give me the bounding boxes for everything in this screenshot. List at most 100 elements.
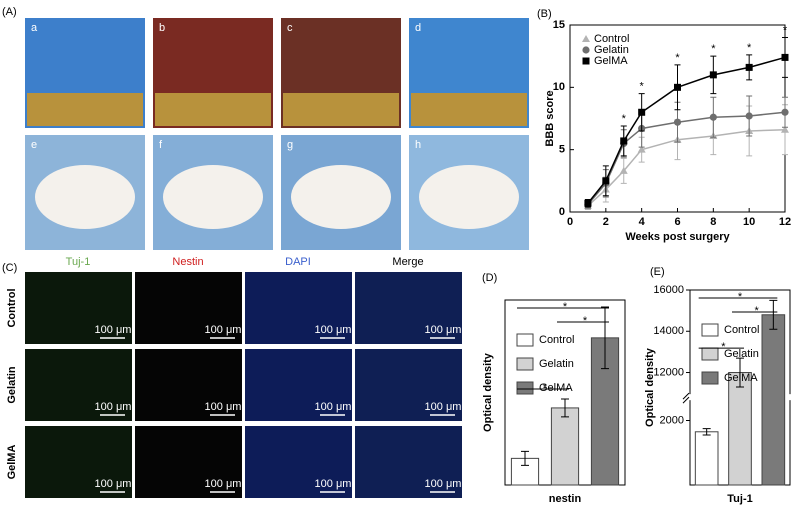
- micrograph: [135, 272, 242, 344]
- micrograph: [245, 349, 352, 421]
- series-line: [587, 128, 786, 207]
- legend-label: Gelatin: [539, 358, 574, 370]
- marker: [781, 125, 789, 133]
- error-bar: [601, 306, 609, 370]
- scale-label: 100 μm: [205, 478, 242, 490]
- marker: [709, 71, 717, 79]
- legend-label: Control: [724, 324, 759, 336]
- legend-label: Control: [539, 334, 574, 346]
- marker: [582, 35, 590, 42]
- legend-swatch: [701, 323, 719, 337]
- x-tick-label: 10: [743, 216, 755, 228]
- bar: [694, 431, 719, 486]
- legend-label: Gelatin: [724, 348, 759, 360]
- marker: [637, 145, 646, 153]
- significance-mark: *: [747, 42, 752, 54]
- error-bar: [702, 428, 711, 436]
- x-tick-label: 12: [779, 216, 791, 228]
- marker: [709, 113, 717, 121]
- x-tick-label: 8: [710, 216, 716, 228]
- photo-label: d: [415, 22, 421, 34]
- legend-swatch: [516, 333, 534, 347]
- marker: [602, 177, 610, 185]
- marker: [673, 118, 682, 126]
- y-tick-label: 16000: [653, 284, 684, 296]
- axis-break-mark: [682, 392, 690, 404]
- legend-label: GelMA: [724, 372, 758, 384]
- error-bar: [521, 450, 529, 466]
- scale-label: 100 μm: [205, 401, 242, 413]
- rat: [163, 165, 263, 229]
- column-header: Merge: [392, 256, 423, 268]
- photo-label: g: [287, 139, 293, 151]
- rat: [419, 165, 519, 229]
- photo-label: f: [159, 139, 163, 151]
- y-axis-label: Optical density: [644, 347, 656, 427]
- y-tick-label: 2000: [660, 414, 684, 426]
- photo-label: b: [159, 22, 165, 34]
- significance-mark: *: [543, 382, 548, 394]
- significance-mark: *: [622, 113, 627, 125]
- ruler: [411, 93, 527, 126]
- scale-label: 100 μm: [315, 324, 352, 336]
- legend-swatch: [701, 371, 719, 385]
- x-tick-label: 4: [639, 216, 646, 228]
- marker: [582, 57, 590, 65]
- x-tick-label: 0: [567, 216, 573, 228]
- ruler: [27, 93, 143, 126]
- series-line: [587, 111, 786, 206]
- row-label: Gelatin: [6, 366, 18, 404]
- scale-label: 100 μm: [95, 401, 132, 413]
- significance-mark: *: [755, 305, 760, 317]
- micrograph: [25, 349, 132, 421]
- y-tick-label: 12000: [653, 366, 684, 378]
- micrograph: [245, 426, 352, 498]
- row-label: Control: [6, 288, 18, 327]
- photo-label: e: [31, 139, 37, 151]
- micrograph: [25, 426, 132, 498]
- series-line: [587, 56, 786, 204]
- marker: [781, 108, 789, 116]
- significance-mark: *: [563, 301, 568, 313]
- legend-swatch: [516, 357, 534, 371]
- column-header: DAPI: [285, 256, 311, 268]
- photo-label: a: [31, 22, 38, 34]
- x-axis-label: Tuj-1: [727, 493, 752, 505]
- significance-mark: *: [583, 315, 588, 327]
- column-header: Tuj-1: [66, 256, 91, 268]
- x-tick-label: 2: [603, 216, 609, 228]
- panel-label: (C): [2, 262, 17, 274]
- micrograph: [355, 426, 462, 498]
- y-tick-label: 0: [559, 206, 565, 218]
- panel-label: (E): [650, 266, 665, 278]
- ruler: [155, 93, 271, 126]
- marker: [582, 46, 590, 54]
- error-bar: [561, 398, 569, 418]
- micrograph: [355, 349, 462, 421]
- micrograph: [245, 272, 352, 344]
- scale-label: 100 μm: [205, 324, 242, 336]
- scale-label: 100 μm: [425, 401, 462, 413]
- significance-mark: *: [783, 24, 788, 36]
- marker: [745, 63, 753, 71]
- legend-swatch: [516, 381, 534, 395]
- y-tick-label: 10: [553, 81, 565, 93]
- legend-swatch: [701, 347, 719, 361]
- legend-label: Control: [594, 33, 629, 45]
- significance-mark: *: [711, 43, 716, 55]
- photo-label: c: [287, 22, 293, 34]
- legend-label: GelMA: [539, 382, 573, 394]
- significance-mark: *: [640, 80, 645, 92]
- y-axis-label: Optical density: [482, 352, 494, 432]
- photo-label: h: [415, 139, 421, 151]
- panel-label: (A): [2, 6, 17, 18]
- significance-mark: *: [675, 52, 680, 64]
- micrograph: [25, 272, 132, 344]
- scale-label: 100 μm: [315, 401, 352, 413]
- legend-label: GelMA: [594, 55, 628, 67]
- scale-label: 100 μm: [95, 478, 132, 490]
- significance-mark: *: [721, 341, 726, 353]
- y-tick-label: 15: [553, 19, 565, 31]
- panel-label: (B): [537, 8, 552, 20]
